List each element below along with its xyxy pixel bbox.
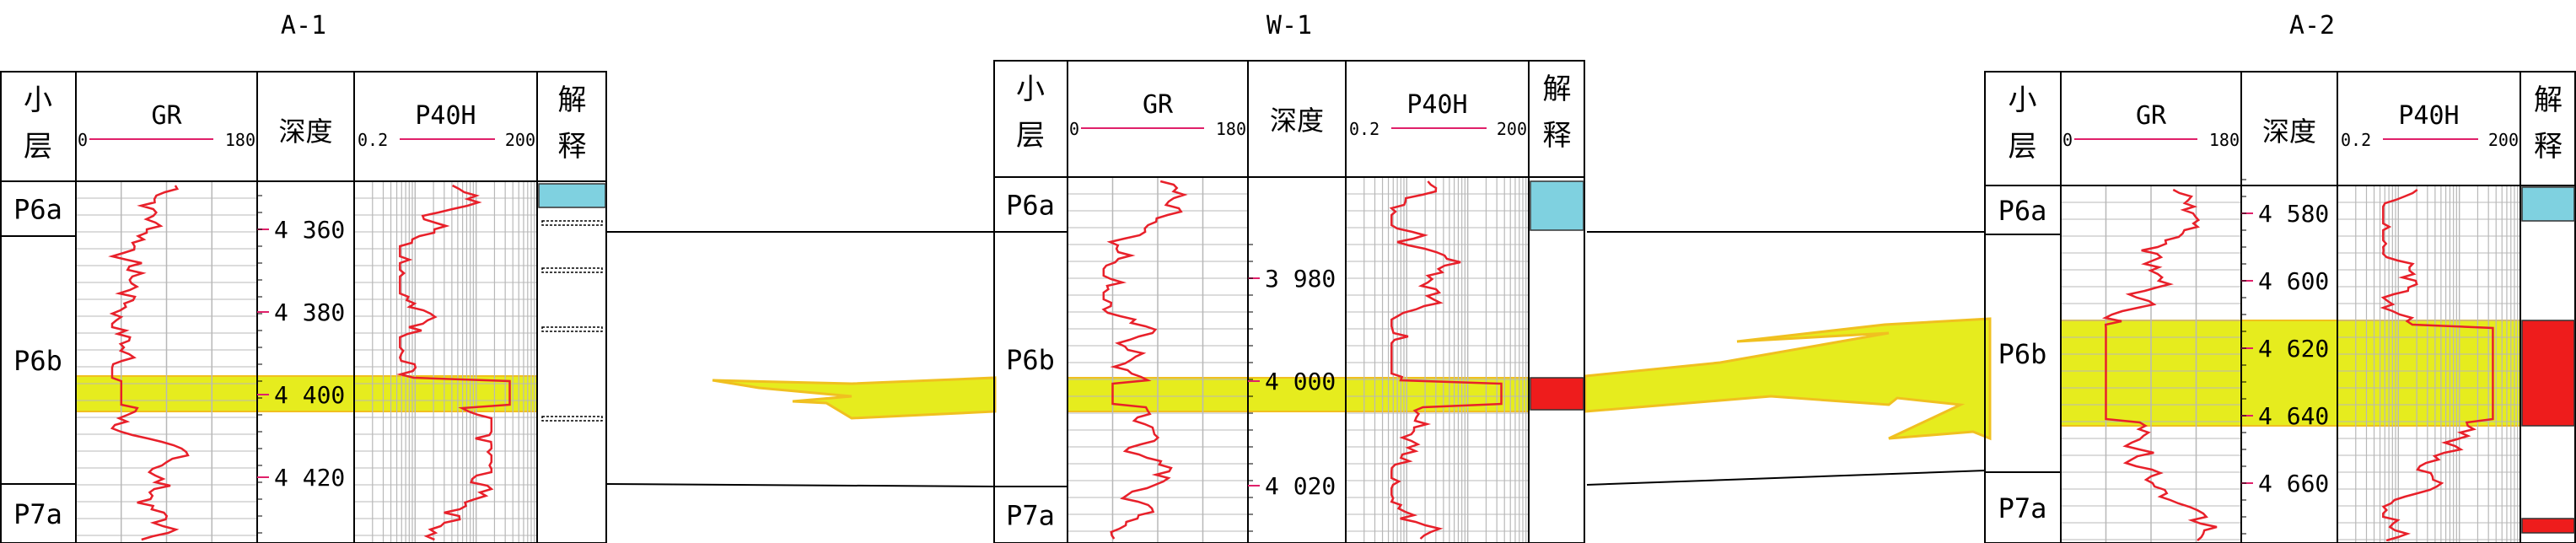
well-a-2: A-2 小层 GR 0 180 深度 P40H 0.2 200 解释 P6a P6b P7a 4 580 4… [1984,11,2576,543]
depth-tick-label: 4 620 [2258,335,2329,363]
gr-scale-min: 0 [78,130,88,150]
gr-track-grid [1068,177,1248,543]
p40h-curve [395,184,511,541]
layer-label-p7a: P7a [1006,500,1055,532]
correlation-layer [605,231,1992,487]
gr-header: GR [2136,101,2167,131]
p40h-track-grid [353,181,538,543]
p40h-scale-max: 200 [505,130,535,150]
gr-track-grid [2061,185,2241,543]
gr-curve [108,185,190,541]
layer-header: 小 [1016,73,1045,106]
depth-tick-label: 4 660 [2258,470,2329,497]
gr-curve [2101,188,2218,541]
p40h-header: P40H [415,101,476,131]
layer-label-p6b: P6b [1998,338,2047,370]
gr-scale-min: 0 [2062,130,2073,150]
depth-tick-label: 4 420 [274,464,345,492]
sand-body-fill-right [1584,317,1992,441]
gr-scale-max: 180 [225,130,255,150]
layer-label-p7a: P7a [13,498,62,530]
sand-interval-highlight [2060,320,2521,427]
layer-label-p6b: P6b [1006,344,1055,376]
depth-tick-label: 4 360 [274,216,345,244]
depth-header: 深度 [2262,116,2316,148]
oil-layer-block [2521,320,2575,427]
depth-tick-label: 4 640 [2258,402,2329,430]
layer-header: 层 [24,130,52,164]
depth-tick-label: 4 600 [2258,267,2329,295]
gr-scale-max: 180 [1216,119,1246,139]
well-frame [0,71,607,543]
gr-scale-min: 0 [1069,119,1079,139]
layer-header: 小 [24,83,52,117]
oil-layer-block [1530,377,1584,411]
interp-header: 释 [2534,130,2563,164]
depth-header: 深度 [1270,105,1324,137]
layer-label-p7a: P7a [1998,492,2047,524]
p40h-header: P40H [1406,90,1467,120]
thin-layer-marker [541,267,603,273]
gr-track-grid [76,181,257,543]
layer-header: 层 [2009,130,2037,164]
thin-layer-marker [541,220,603,226]
sand-body-fill [712,376,997,420]
gr-curve [1101,180,1188,540]
interp-header: 解 [1543,73,1572,106]
p40h-track-grid [1345,177,1530,543]
p40h-header: P40H [2398,101,2459,131]
layer-label-p6a: P6a [1006,190,1055,222]
p40h-scale-min: 0.2 [2341,130,2371,150]
layer-label-p6b: P6b [13,345,62,377]
interp-header: 解 [2534,83,2563,117]
well-frame [1984,71,2576,543]
layer-label-p6a: P6a [1998,195,2047,227]
well-title: W-1 [1266,11,1312,40]
depth-tick-label: 4 400 [274,381,345,409]
well-a-1: A-1 小层 GR 0 180 深度 P40H 0.2 200 解释 P6a P6b P7a 4 360 4… [0,11,607,543]
top-p7a-correlation-right [1586,470,1987,486]
interp-header: 释 [1543,119,1572,153]
interp-header: 释 [558,130,587,164]
water-layer-block [2521,186,2575,222]
interp-header: 解 [558,83,587,117]
layer-header: 小 [2009,83,2037,117]
water-layer-block [538,183,606,208]
depth-tick-label: 4 000 [1265,368,1336,395]
p40h-scale-min: 0.2 [358,130,388,150]
water-layer-block [1530,180,1584,231]
p40h-scale-max: 200 [2488,130,2519,150]
well-title: A-2 [2289,11,2335,40]
oil-layer-block [2521,518,2575,534]
depth-tick-label: 3 980 [1265,265,1336,293]
thin-layer-marker [541,326,603,332]
layer-header: 层 [1016,119,1045,153]
gr-scale-max: 180 [2209,130,2240,150]
layer-label-p6a: P6a [13,194,62,226]
well-w-1: W-1 小层 GR 0 180 深度 P40H 0.2 200 解释 P6a P6b P7a 3 980 4… [993,11,1585,543]
depth-tick-label: 4 380 [274,298,345,326]
depth-tick-label: 4 020 [1265,472,1336,500]
p40h-scale-max: 200 [1497,119,1527,139]
depth-header: 深度 [278,116,332,148]
gr-header: GR [151,101,182,131]
p40h-curve [1389,180,1503,540]
well-title: A-1 [281,11,326,40]
depth-tick-label: 4 580 [2258,200,2329,228]
gr-header: GR [1143,90,1174,120]
well-frame [993,60,1585,543]
thin-layer-marker [541,416,603,422]
p40h-curve [2380,188,2494,542]
p40h-scale-min: 0.2 [1349,119,1379,139]
p40h-track-grid [2337,185,2521,543]
top-p7a-correlation-left [605,483,996,487]
